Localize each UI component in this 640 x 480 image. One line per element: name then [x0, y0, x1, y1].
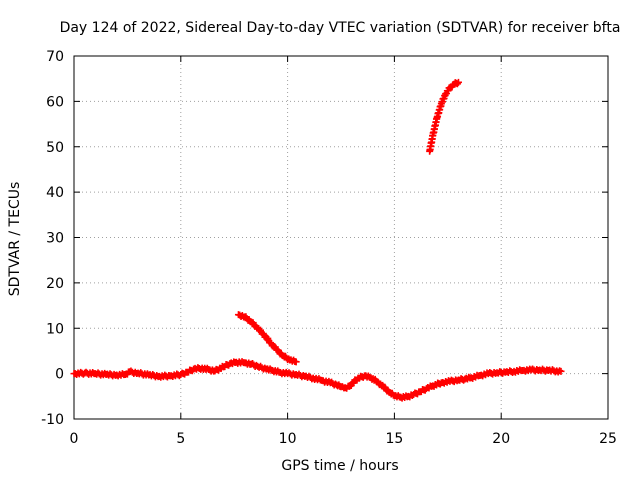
y-tick-label: 60 — [46, 94, 64, 110]
x-tick-label: 10 — [279, 431, 297, 447]
y-tick-label: 70 — [46, 49, 64, 65]
data-point — [453, 80, 461, 88]
x-axis-label: GPS time / hours — [281, 458, 398, 474]
y-tick-label: 10 — [46, 321, 64, 337]
y-tick-label: 40 — [46, 185, 64, 201]
data-point — [454, 78, 462, 86]
grid — [74, 56, 608, 419]
y-tick-label: 30 — [46, 231, 64, 247]
axis-ticks: 0 5 10 15 20 25 -10 0 10 20 30 40 50 60 70 — [41, 49, 617, 447]
x-tick-label: 15 — [385, 431, 403, 447]
data-point — [292, 358, 300, 366]
y-axis-label: SDTVAR / TECUs — [7, 182, 23, 297]
x-tick-label: 20 — [492, 431, 510, 447]
data-point — [557, 367, 565, 375]
x-tick-label: 25 — [599, 431, 617, 447]
x-tick-label: 5 — [176, 431, 185, 447]
data-points — [70, 78, 565, 402]
y-tick-label: -10 — [41, 412, 64, 428]
y-tick-label: 20 — [46, 276, 64, 292]
y-tick-label: 0 — [55, 367, 64, 383]
y-tick-label: 50 — [46, 140, 64, 156]
chart-title: Day 124 of 2022, Sidereal Day-to-day VTE… — [60, 20, 621, 36]
x-tick-label: 0 — [70, 431, 79, 447]
